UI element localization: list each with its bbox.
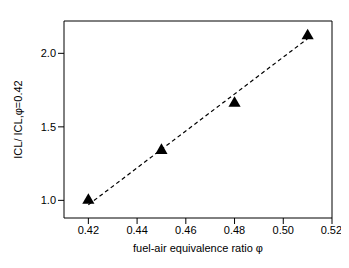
svg-text:1.5: 1.5	[41, 121, 56, 133]
svg-text:0.46: 0.46	[175, 224, 196, 236]
svg-text:0.44: 0.44	[126, 224, 147, 236]
svg-text:2.0: 2.0	[41, 47, 56, 59]
svg-text:fuel-air equivalence ratio φ: fuel-air equivalence ratio φ	[133, 242, 263, 254]
svg-text:1.0: 1.0	[41, 194, 56, 206]
svg-text:ICL/ ICL,φ=0.42: ICL/ ICL,φ=0.42	[12, 80, 24, 158]
svg-text:0.42: 0.42	[78, 224, 99, 236]
svg-text:0.52: 0.52	[321, 224, 341, 236]
svg-text:0.50: 0.50	[273, 224, 294, 236]
svg-text:0.48: 0.48	[224, 224, 245, 236]
